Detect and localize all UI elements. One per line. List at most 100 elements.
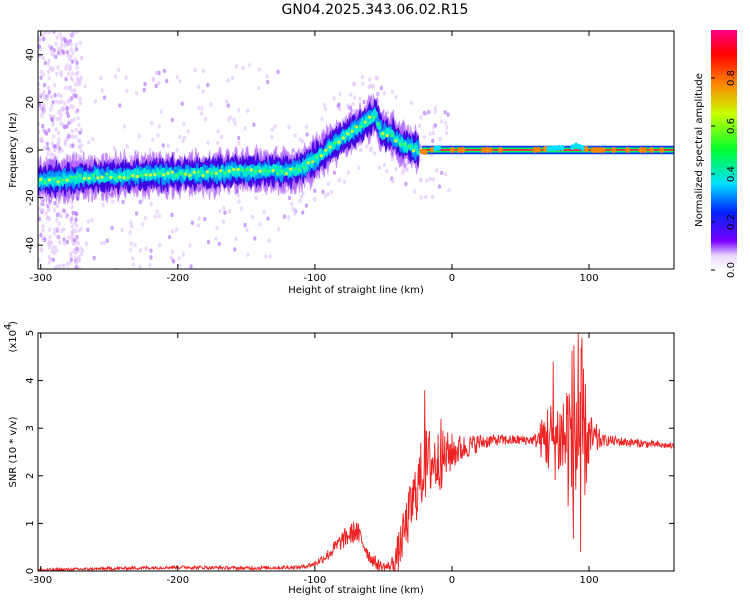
spectral-speckle: [47, 31, 51, 35]
spectral-speckle: [440, 170, 444, 176]
spectral-speckle: [112, 145, 116, 151]
spectral-speckle: [357, 165, 361, 171]
spectral-speckle: [54, 41, 58, 47]
spectral-speckle: [38, 105, 42, 111]
spectral-speckle: [75, 65, 79, 70]
spectral-speckle: [435, 168, 439, 173]
spectral-speckle: [237, 141, 241, 146]
spectral-speckle: [154, 214, 158, 219]
x-tick-label: -100: [304, 273, 327, 284]
spectral-speckle: [59, 121, 63, 126]
spectral-speckle: [55, 71, 59, 77]
spectral-speckle: [237, 199, 241, 204]
spectral-speckle: [177, 256, 181, 261]
ridge-peak-dot: [83, 176, 87, 180]
spectral-speckle: [377, 165, 382, 170]
spectral-speckle: [351, 108, 356, 113]
spectral-speckle: [41, 110, 45, 115]
spectral-speckle: [48, 227, 52, 232]
spectral-speckle: [43, 146, 47, 151]
spectral-speckle: [149, 201, 153, 206]
spectral-speckle: [76, 116, 80, 121]
spectral-speckle: [38, 98, 41, 103]
spectral-speckle: [75, 246, 79, 251]
y-tick-label: -40: [25, 237, 36, 253]
spectral-speckle: [74, 127, 78, 133]
spectral-speckle: [79, 246, 83, 251]
spectral-speckle: [402, 167, 406, 173]
spectral-speckle: [227, 117, 231, 122]
spectral-speckle: [237, 108, 241, 113]
spectrogram-y-label: Frequency (Hz): [8, 112, 19, 188]
spectral-speckle: [74, 134, 78, 140]
spectral-speckle: [431, 130, 435, 136]
spectral-speckle: [161, 143, 165, 148]
spectral-speckle: [41, 55, 45, 61]
ridge-peak-dot: [78, 173, 82, 177]
spectral-speckle: [76, 256, 80, 262]
spectral-speckle: [431, 194, 435, 200]
spectral-speckle: [129, 220, 133, 225]
ridge-peak-dot: [284, 172, 288, 176]
ridge-peak-dot: [333, 141, 337, 145]
spectral-speckle: [368, 148, 373, 153]
spectral-speckle: [431, 138, 435, 144]
spectral-speckle: [250, 214, 255, 219]
band-blob: [488, 147, 493, 153]
x-tick-label: 0: [449, 273, 455, 284]
spectral-speckle: [74, 57, 78, 62]
spectral-speckle: [169, 255, 173, 260]
ridge-peak-dot: [381, 132, 385, 136]
ridge-peak-dot: [56, 180, 60, 184]
spectral-speckle: [287, 195, 292, 201]
ridge-mark: [195, 171, 199, 181]
spectral-speckle: [55, 212, 60, 218]
spectral-speckle: [226, 78, 230, 83]
snr-x-ticks: -300 -200 -100 0 100: [29, 333, 599, 586]
spectral-speckle: [326, 181, 330, 187]
spectral-speckle: [70, 34, 74, 39]
spectral-speckle: [52, 231, 57, 236]
band-blob: [556, 144, 562, 151]
spectral-speckle: [158, 243, 162, 248]
spectral-speckle: [46, 146, 50, 151]
spectral-speckle: [63, 139, 67, 144]
spectral-speckle: [41, 197, 45, 202]
spectral-speckle: [38, 44, 41, 49]
y-tick-label: 20: [25, 96, 36, 109]
ridge-peak-dot: [223, 171, 227, 175]
spectral-speckle: [77, 266, 81, 269]
spectral-speckle: [375, 75, 379, 81]
ridge-peak-dot: [407, 144, 411, 148]
band-blob: [481, 147, 486, 153]
spectral-speckle: [351, 101, 355, 107]
x-tick-label: 100: [579, 575, 598, 586]
spectral-speckle: [38, 137, 42, 142]
spectral-speckle: [181, 138, 185, 144]
spectral-speckle: [69, 251, 73, 256]
spectral-speckle: [373, 151, 377, 156]
spectral-speckle: [48, 234, 52, 240]
spectral-speckle: [245, 227, 249, 233]
spectral-speckle: [38, 216, 42, 222]
spectral-speckle: [243, 222, 247, 228]
spectral-speckle: [93, 99, 97, 104]
spectral-speckle: [72, 238, 76, 243]
ridge-peak-dot: [372, 115, 376, 119]
spectral-speckle: [305, 124, 309, 129]
ridge-peak-dot: [245, 167, 249, 172]
spectral-speckle: [57, 110, 61, 115]
x-tick-label: -200: [166, 273, 189, 284]
spectral-speckle: [72, 271, 75, 275]
colorbar-tick-label: 0.4: [726, 166, 737, 182]
spectral-speckle: [60, 42, 64, 48]
spectral-speckle: [155, 209, 159, 214]
spectral-speckle: [59, 93, 63, 99]
spectral-speckle: [298, 198, 302, 203]
spectral-speckle: [100, 88, 104, 93]
ridge-peak-dot: [162, 173, 166, 177]
ridge-mark: [77, 178, 81, 184]
spectral-speckle: [56, 142, 60, 147]
spectral-speckle: [70, 77, 75, 83]
